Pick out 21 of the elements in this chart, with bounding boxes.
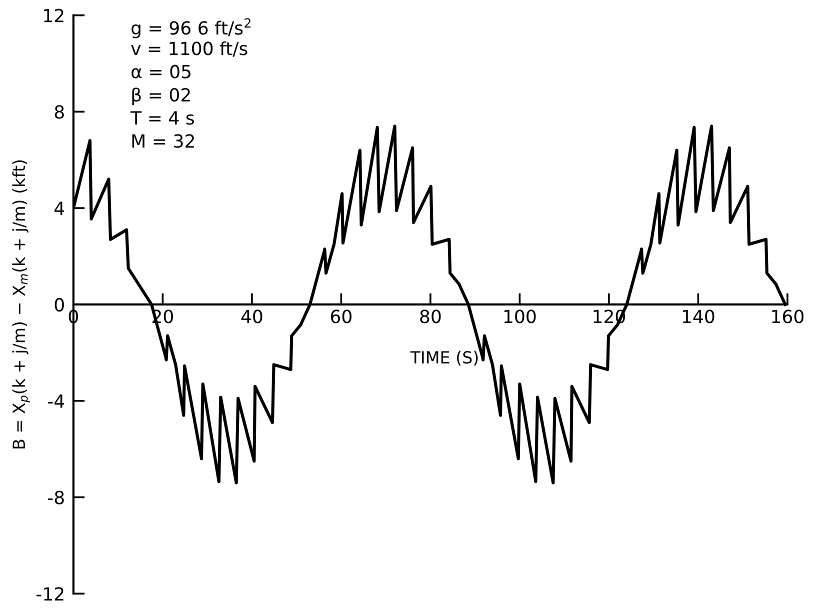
annotation: v = 1100 ft/s bbox=[131, 41, 248, 57]
y-tick-label: -8 bbox=[48, 490, 64, 504]
x-tick-label: 60 bbox=[330, 310, 352, 324]
y-axis-title: B = X$_{p}$(k + j/m) − X$_{m}$(k + j/m) (kft) bbox=[12, 160, 30, 448]
x-tick-label: 160 bbox=[772, 310, 804, 324]
annotation: T = 4 s bbox=[130, 111, 194, 125]
x-tick-label: 100 bbox=[504, 310, 536, 324]
y-tick-label: 12 bbox=[44, 8, 64, 22]
x-tick-label: 140 bbox=[682, 310, 714, 324]
y-tick-label: -12 bbox=[36, 587, 64, 600]
x-axis-title: TIME (S) bbox=[410, 350, 478, 366]
x-tick-label: 80 bbox=[420, 310, 441, 324]
y-tick-label: 4 bbox=[54, 202, 64, 215]
x-tick-label: 40 bbox=[241, 310, 262, 324]
annotation: α = 05 bbox=[132, 64, 190, 78]
annotation: g = 96 6 ft/s$^{2}$ bbox=[132, 18, 250, 38]
y-tick-label: 8 bbox=[54, 105, 64, 119]
y-tick-label: 0 bbox=[54, 298, 64, 312]
y-tick-label: -4 bbox=[48, 394, 64, 408]
annotation: M = 32 bbox=[132, 134, 194, 148]
annotation: β = 02 bbox=[132, 88, 190, 106]
